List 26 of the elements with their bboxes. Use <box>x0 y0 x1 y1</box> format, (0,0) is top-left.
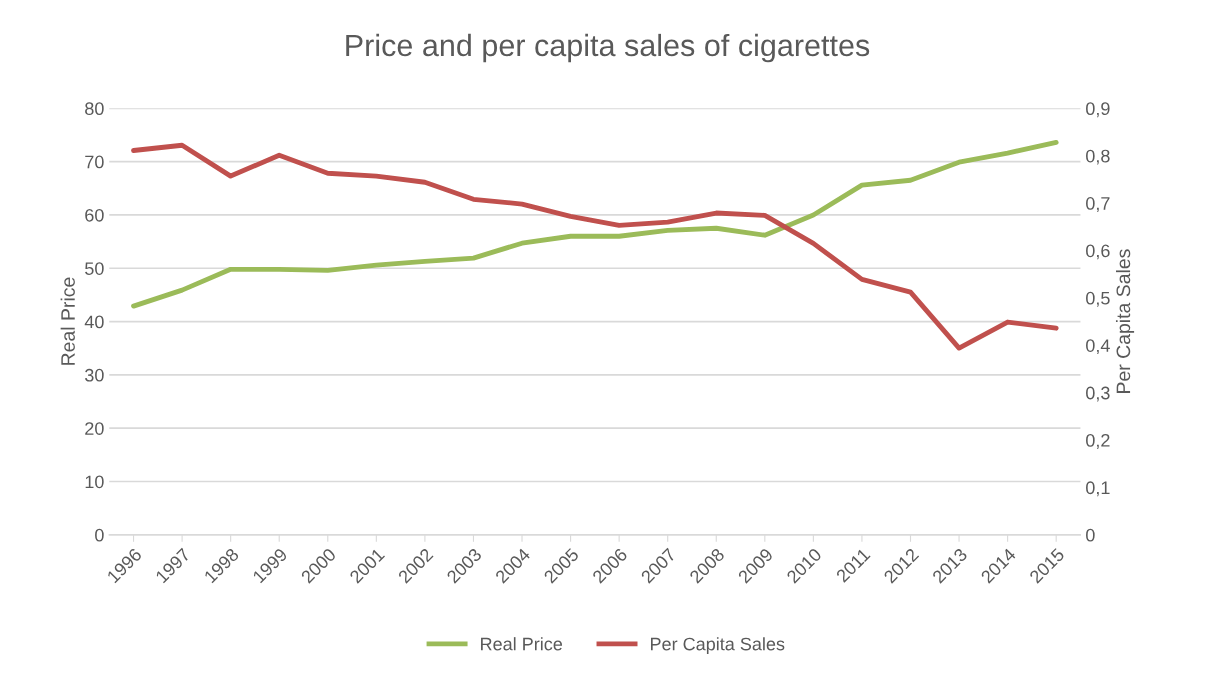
y2-tick-label: 0,8 <box>1086 149 1110 165</box>
y2-tick-label: 0,4 <box>1086 339 1110 355</box>
y-axis-title: Real Price <box>60 277 75 365</box>
legend-label: Per Capita Sales <box>650 637 785 654</box>
y2-tick-label: 0,9 <box>1086 102 1110 118</box>
y-tick-label: 40 <box>84 315 104 329</box>
line-series <box>131 142 1059 351</box>
legend-label: Real Price <box>481 637 563 651</box>
y2-tick-label: 0,7 <box>1086 197 1110 212</box>
y-tick-label: 20 <box>85 422 104 435</box>
y2-tick-label: 0,1 <box>1086 481 1110 497</box>
y-tick-label: 60 <box>85 208 104 222</box>
y-tick-label: 70 <box>85 155 104 169</box>
y2-tick-label: 0,3 <box>1086 386 1110 402</box>
chart-title: Price and per capita sales of cigarettes <box>346 33 870 63</box>
y-tick-label: 50 <box>85 262 104 275</box>
y2-tick-label: 0,6 <box>1086 244 1110 260</box>
y-tick-label: 10 <box>85 475 104 489</box>
y-tick-label: 80 <box>85 102 104 116</box>
line-series <box>131 140 1059 309</box>
y2-axis-title: Per Capita Sales <box>1115 249 1135 393</box>
y-tick-label: 0 <box>95 528 104 542</box>
y2-tick-label: 0 <box>1086 528 1095 542</box>
y-tick-label: 30 <box>85 368 104 382</box>
y2-tick-label: 0,2 <box>1086 433 1110 449</box>
y2-tick-label: 0,5 <box>1086 291 1110 307</box>
